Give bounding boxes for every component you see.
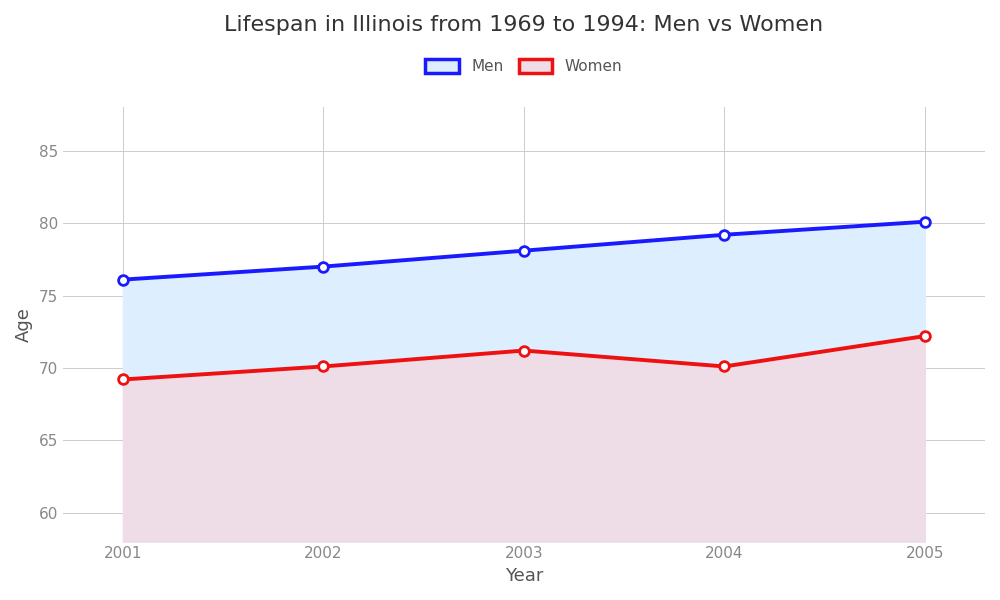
Y-axis label: Age: Age — [15, 307, 33, 342]
X-axis label: Year: Year — [505, 567, 543, 585]
Legend: Men, Women: Men, Women — [425, 59, 622, 74]
Title: Lifespan in Illinois from 1969 to 1994: Men vs Women: Lifespan in Illinois from 1969 to 1994: … — [224, 15, 823, 35]
